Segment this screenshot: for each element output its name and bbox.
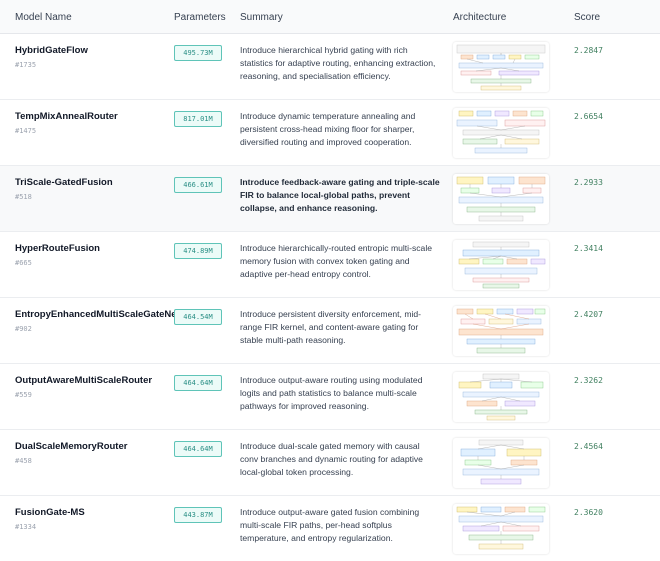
model-id: #665 bbox=[15, 259, 32, 267]
model-summary: Introduce dynamic temperature annealing … bbox=[240, 111, 416, 147]
header-parameters[interactable]: Parameters bbox=[174, 12, 226, 23]
table-row[interactable]: HyperRouteFusion #665 474.89M Introduce … bbox=[0, 232, 660, 298]
model-score: 2.2933 bbox=[574, 178, 603, 187]
architecture-thumbnail[interactable] bbox=[453, 372, 549, 422]
model-summary: Introduce persistent diversity enforceme… bbox=[240, 309, 422, 345]
table-row[interactable]: OutputAwareMultiScaleRouter #559 464.64M… bbox=[0, 364, 660, 430]
model-id: #1334 bbox=[15, 523, 37, 531]
model-score: 2.3262 bbox=[574, 376, 603, 385]
model-score: 2.2847 bbox=[574, 46, 603, 55]
model-name[interactable]: HybridGateFlow bbox=[15, 45, 88, 56]
table-row[interactable]: FusionGate-MS #1334 443.87M Introduce ou… bbox=[0, 496, 660, 561]
model-summary: Introduce hierarchically-routed entropic… bbox=[240, 243, 433, 279]
model-name[interactable]: FusionGate-MS bbox=[15, 507, 85, 518]
model-name[interactable]: EntropyEnhancedMultiScaleGateNet bbox=[15, 309, 180, 320]
header-model-name[interactable]: Model Name bbox=[15, 12, 72, 23]
architecture-thumbnail[interactable] bbox=[453, 108, 549, 158]
model-summary: Introduce output-aware gated fusion comb… bbox=[240, 507, 420, 543]
architecture-thumbnail[interactable] bbox=[453, 42, 549, 92]
model-summary: Introduce hierarchical hybrid gating wit… bbox=[240, 45, 436, 81]
architecture-thumbnail[interactable] bbox=[453, 174, 549, 224]
architecture-thumbnail[interactable] bbox=[453, 306, 549, 356]
parameters-badge: 817.01M bbox=[174, 111, 222, 127]
table-row[interactable]: DualScaleMemoryRouter #458 464.64M Intro… bbox=[0, 430, 660, 496]
parameters-badge: 474.89M bbox=[174, 243, 222, 259]
model-id: #1475 bbox=[15, 127, 37, 135]
model-id: #1735 bbox=[15, 61, 37, 69]
model-id: #458 bbox=[15, 457, 32, 465]
table-row[interactable]: TriScale-GatedFusion #518 466.61M Introd… bbox=[0, 166, 660, 232]
model-id: #518 bbox=[15, 193, 32, 201]
parameters-badge: 443.87M bbox=[174, 507, 222, 523]
model-score: 2.3414 bbox=[574, 244, 603, 253]
model-name[interactable]: TriScale-GatedFusion bbox=[15, 177, 113, 188]
architecture-thumbnail[interactable] bbox=[453, 438, 549, 488]
model-summary: Introduce feedback-aware gating and trip… bbox=[240, 177, 440, 213]
parameters-badge: 495.73M bbox=[174, 45, 222, 61]
architecture-thumbnail[interactable] bbox=[453, 504, 549, 554]
header-score[interactable]: Score bbox=[574, 12, 601, 23]
model-score: 2.4564 bbox=[574, 442, 603, 451]
table-row[interactable]: TempMixAnnealRouter #1475 817.01M Introd… bbox=[0, 100, 660, 166]
parameters-badge: 464.54M bbox=[174, 309, 222, 325]
table-header: Model Name Parameters Summary Architectu… bbox=[0, 0, 660, 34]
model-name[interactable]: DualScaleMemoryRouter bbox=[15, 441, 128, 452]
parameters-badge: 466.61M bbox=[174, 177, 222, 193]
model-score: 2.3620 bbox=[574, 508, 603, 517]
model-name[interactable]: OutputAwareMultiScaleRouter bbox=[15, 375, 153, 386]
model-id: #902 bbox=[15, 325, 32, 333]
header-summary[interactable]: Summary bbox=[240, 12, 283, 23]
model-score: 2.6654 bbox=[574, 112, 603, 121]
architecture-thumbnail[interactable] bbox=[453, 240, 549, 290]
model-summary: Introduce dual-scale gated memory with c… bbox=[240, 441, 423, 477]
model-name[interactable]: HyperRouteFusion bbox=[15, 243, 100, 254]
model-score: 2.4207 bbox=[574, 310, 603, 319]
parameters-badge: 464.64M bbox=[174, 441, 222, 457]
table-row[interactable]: HybridGateFlow #1735 495.73M Introduce h… bbox=[0, 34, 660, 100]
header-architecture[interactable]: Architecture bbox=[453, 12, 507, 23]
parameters-badge: 464.64M bbox=[174, 375, 222, 391]
model-name[interactable]: TempMixAnnealRouter bbox=[15, 111, 118, 122]
model-id: #559 bbox=[15, 391, 32, 399]
model-summary: Introduce output-aware routing using mod… bbox=[240, 375, 423, 411]
table-row[interactable]: EntropyEnhancedMultiScaleGateNet #902 46… bbox=[0, 298, 660, 364]
